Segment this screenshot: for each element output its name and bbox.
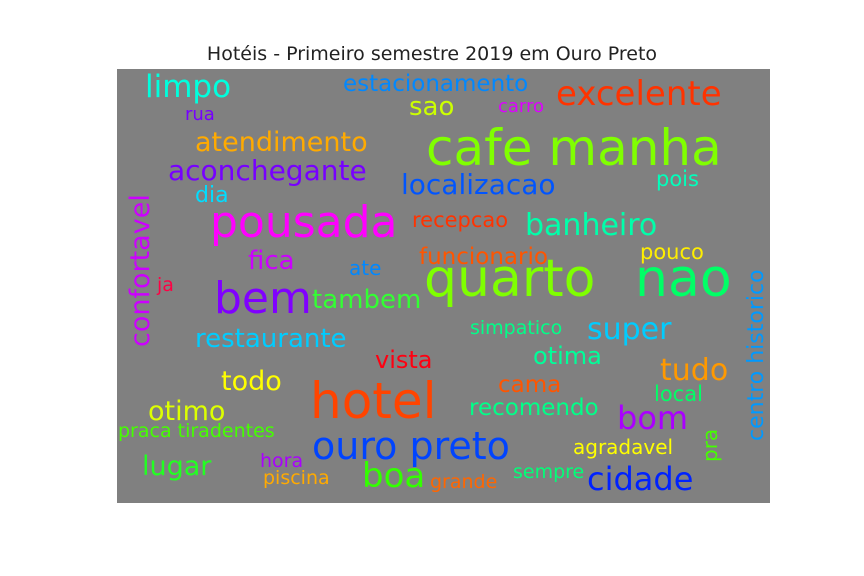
word: bom [617, 399, 688, 437]
word: aconchegante [168, 154, 367, 187]
word-cloud: quarto nao cafe manha hotel pousada ouro pret… [117, 69, 770, 503]
word: limpo [145, 69, 231, 105]
word: cidade [587, 460, 693, 498]
word-cloud-background [117, 69, 770, 503]
word: agradavel [573, 435, 673, 459]
word: localizacao [401, 168, 556, 201]
word: otimo [148, 396, 225, 427]
word: quarto [424, 249, 595, 309]
word: boa [362, 456, 425, 496]
word: dia [195, 183, 229, 208]
word: nao [635, 249, 732, 309]
word: atendimento [195, 127, 368, 158]
word: fica [248, 246, 295, 276]
word: sao [409, 92, 454, 122]
word: otima [533, 342, 602, 370]
word: tudo [660, 353, 728, 388]
word: praca tiradentes [118, 420, 275, 442]
word: hora [260, 450, 303, 472]
word: lugar [142, 451, 212, 482]
word: grande [430, 471, 497, 493]
word: pousada [210, 197, 398, 248]
word: ja [156, 274, 174, 296]
word: excelente [556, 74, 722, 114]
chart-title: Hotéis - Primeiro semestre 2019 em Ouro … [206, 43, 658, 65]
word: ate [349, 256, 381, 280]
word: local [654, 382, 703, 406]
word: ouro preto [312, 424, 510, 468]
word: todo [221, 366, 282, 397]
word: cafe manha [426, 119, 722, 177]
word: tambem [312, 285, 421, 315]
word: rua [185, 104, 215, 125]
word: recepcao [412, 208, 508, 232]
word: funcionario [419, 244, 548, 270]
word: hotel [310, 372, 437, 430]
word: recomendo [469, 395, 599, 421]
word: bem [214, 273, 312, 324]
word: centro historico [744, 269, 769, 441]
word: vista [375, 346, 433, 374]
word-cloud-words: quarto nao cafe manha hotel pousada ouro pret… [118, 69, 769, 498]
word: confortavel [125, 194, 156, 347]
word: pois [656, 167, 699, 191]
word: restaurante [195, 324, 347, 354]
word: piscina [263, 467, 330, 489]
word: banheiro [525, 208, 657, 243]
word: super [587, 312, 672, 347]
word: simpatico [470, 317, 562, 339]
word: sempre [513, 461, 584, 483]
word: carro [498, 96, 544, 117]
word: pouco [640, 240, 704, 264]
word: cama [498, 372, 561, 398]
word: estacionamento [343, 71, 528, 97]
word: pra [698, 429, 722, 462]
